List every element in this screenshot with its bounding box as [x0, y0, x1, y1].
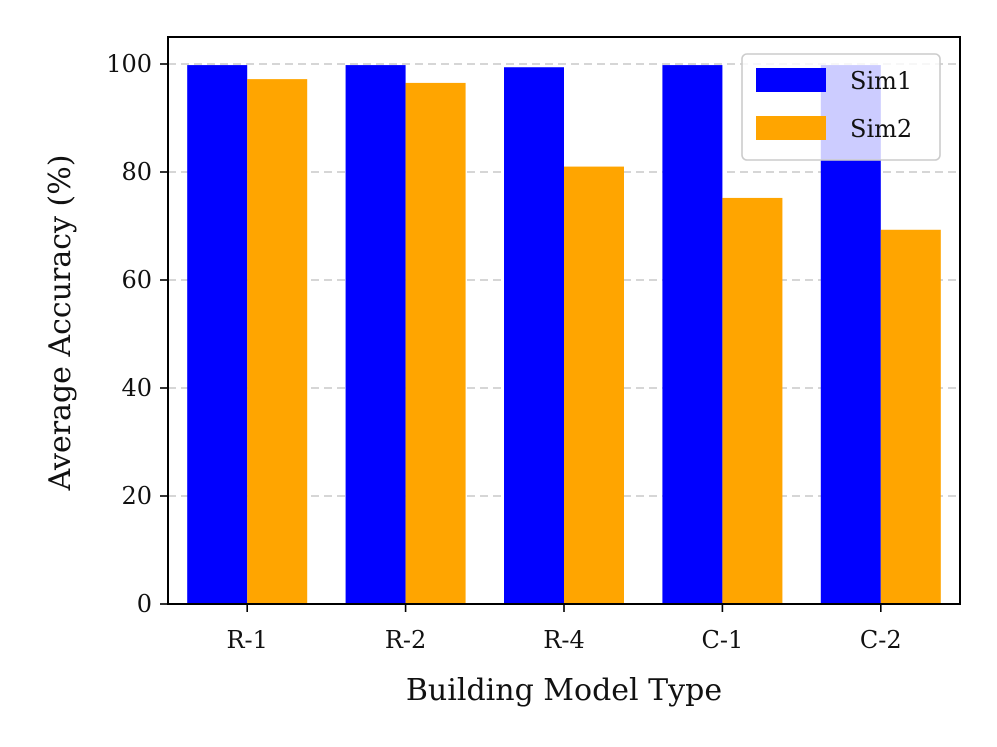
legend-swatch-sim1	[756, 68, 826, 92]
legend-label-sim1: Sim1	[850, 67, 912, 95]
x-tick-label: R-4	[543, 626, 584, 654]
y-tick-label: 0	[137, 590, 152, 618]
x-tick-label: R-1	[226, 626, 267, 654]
bar-sim2-r-1	[247, 79, 308, 605]
y-tick-label: 100	[106, 50, 152, 78]
axes: 0 20 40 60 80 100 R-1 R-2 R-4 C-1 C-2	[106, 36, 961, 654]
bars	[187, 65, 941, 605]
bar-sim1-r-2	[345, 65, 406, 604]
bar-sim1-c-1	[662, 65, 723, 604]
x-tick-label: C-2	[860, 626, 902, 654]
legend-label-sim2: Sim2	[850, 115, 912, 143]
y-tick-label: 80	[121, 158, 152, 186]
legend-swatch-sim2	[756, 116, 826, 140]
x-tick-label: R-2	[385, 626, 426, 654]
x-axis-label: Building Model Type	[406, 673, 722, 708]
y-axis-label: Average Accuracy (%)	[43, 155, 78, 492]
x-tick-label: C-1	[702, 626, 744, 654]
y-tick-label: 20	[121, 482, 152, 510]
bar-sim1-r-4	[504, 67, 564, 605]
bar-sim2-c-2	[880, 229, 941, 604]
bar-sim2-r-2	[405, 82, 466, 604]
bar-sim2-r-4	[564, 166, 624, 604]
bar-sim1-r-1	[187, 65, 248, 604]
y-tick-label: 40	[121, 374, 152, 402]
y-tick-label: 60	[121, 266, 152, 294]
legend: Sim1 Sim2	[741, 53, 941, 161]
bar-sim2-c-1	[722, 197, 783, 605]
